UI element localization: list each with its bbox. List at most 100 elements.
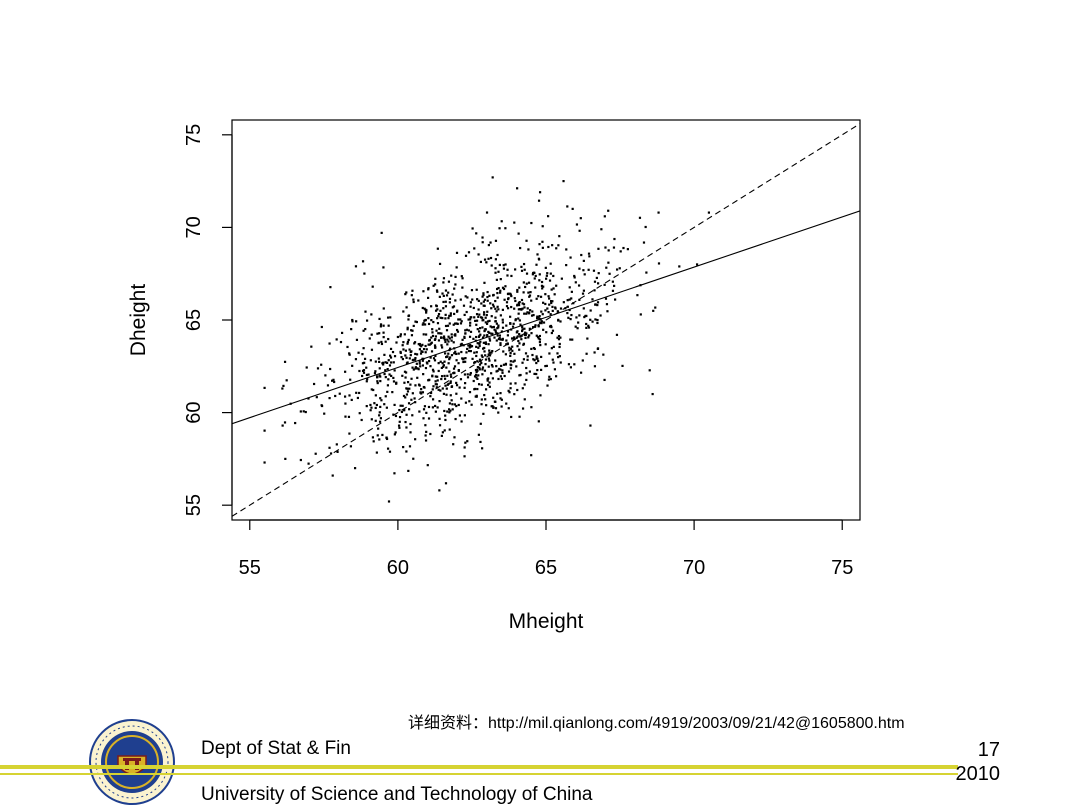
- data-point: [480, 403, 483, 406]
- data-point: [538, 315, 541, 318]
- data-point: [502, 267, 506, 270]
- data-point: [348, 352, 351, 355]
- data-point: [355, 320, 358, 323]
- data-point: [283, 360, 287, 363]
- data-point: [449, 381, 452, 384]
- data-point: [299, 410, 302, 413]
- data-point: [402, 341, 405, 344]
- data-point: [582, 259, 585, 262]
- data-point: [509, 292, 512, 295]
- data-point: [341, 331, 344, 335]
- data-point: [516, 345, 519, 348]
- data-point: [514, 382, 517, 385]
- data-point: [595, 276, 598, 280]
- data-point: [475, 323, 478, 326]
- data-point: [478, 327, 482, 330]
- data-point: [422, 290, 425, 293]
- data-point: [436, 322, 440, 325]
- data-point: [434, 380, 437, 383]
- data-point: [457, 403, 460, 407]
- data-point: [557, 338, 561, 341]
- data-point: [414, 352, 417, 356]
- data-point: [603, 283, 606, 286]
- data-point: [648, 369, 651, 372]
- data-point: [437, 388, 440, 391]
- data-point: [453, 436, 456, 439]
- data-point: [639, 313, 642, 316]
- data-point: [450, 274, 453, 277]
- data-point: [495, 365, 498, 368]
- data-point: [475, 335, 478, 339]
- data-point: [581, 292, 585, 295]
- data-point: [463, 455, 466, 458]
- data-point: [533, 325, 537, 328]
- data-point: [448, 356, 452, 359]
- data-point: [454, 283, 457, 286]
- data-point: [550, 347, 553, 350]
- data-point: [404, 354, 407, 357]
- data-point: [436, 247, 439, 250]
- data-point: [506, 297, 510, 301]
- data-point: [443, 409, 446, 413]
- data-point: [441, 316, 444, 320]
- data-point: [515, 336, 518, 339]
- data-point: [358, 369, 361, 373]
- data-point: [456, 330, 460, 333]
- x-tick-label: 55: [239, 557, 261, 579]
- data-point: [448, 358, 451, 361]
- data-point: [420, 388, 423, 391]
- data-point: [597, 247, 600, 250]
- data-point: [349, 445, 353, 448]
- data-point: [404, 420, 407, 424]
- data-point: [413, 341, 417, 344]
- data-point: [475, 319, 479, 322]
- data-point: [487, 353, 490, 356]
- data-point: [475, 288, 478, 291]
- data-point: [546, 384, 549, 387]
- data-point: [455, 266, 458, 269]
- data-point: [423, 405, 427, 408]
- data-point: [421, 350, 424, 353]
- data-point: [328, 342, 331, 345]
- data-point: [441, 292, 444, 295]
- data-point: [447, 408, 451, 411]
- data-point: [476, 298, 479, 301]
- data-point: [455, 381, 458, 384]
- data-point: [516, 288, 519, 292]
- data-point: [554, 375, 558, 378]
- data-point: [494, 316, 497, 319]
- data-point: [525, 332, 528, 335]
- data-point: [553, 293, 556, 296]
- data-point: [358, 412, 361, 415]
- data-point: [407, 314, 411, 317]
- data-point: [550, 288, 553, 291]
- data-point: [424, 344, 427, 348]
- data-point: [369, 403, 372, 407]
- data-point: [281, 387, 284, 390]
- data-point: [494, 320, 497, 323]
- data-point: [519, 323, 522, 326]
- data-point: [588, 255, 591, 258]
- data-point: [433, 338, 437, 341]
- data-point: [372, 440, 375, 443]
- data-point: [483, 334, 486, 337]
- data-point: [420, 345, 423, 348]
- data-point: [538, 317, 541, 320]
- data-point: [596, 301, 600, 304]
- data-point: [379, 379, 382, 383]
- data-point: [376, 376, 379, 379]
- data-point: [611, 280, 614, 283]
- data-point: [591, 298, 594, 301]
- data-point: [578, 267, 581, 270]
- data-point: [433, 344, 437, 347]
- data-point: [490, 332, 493, 335]
- data-point: [475, 370, 478, 374]
- data-point: [474, 373, 478, 376]
- data-point: [476, 387, 479, 391]
- data-point: [392, 380, 396, 383]
- data-point: [477, 299, 480, 302]
- data-point: [537, 359, 540, 363]
- data-point: [578, 298, 581, 301]
- data-point: [406, 340, 410, 344]
- data-point: [523, 398, 526, 401]
